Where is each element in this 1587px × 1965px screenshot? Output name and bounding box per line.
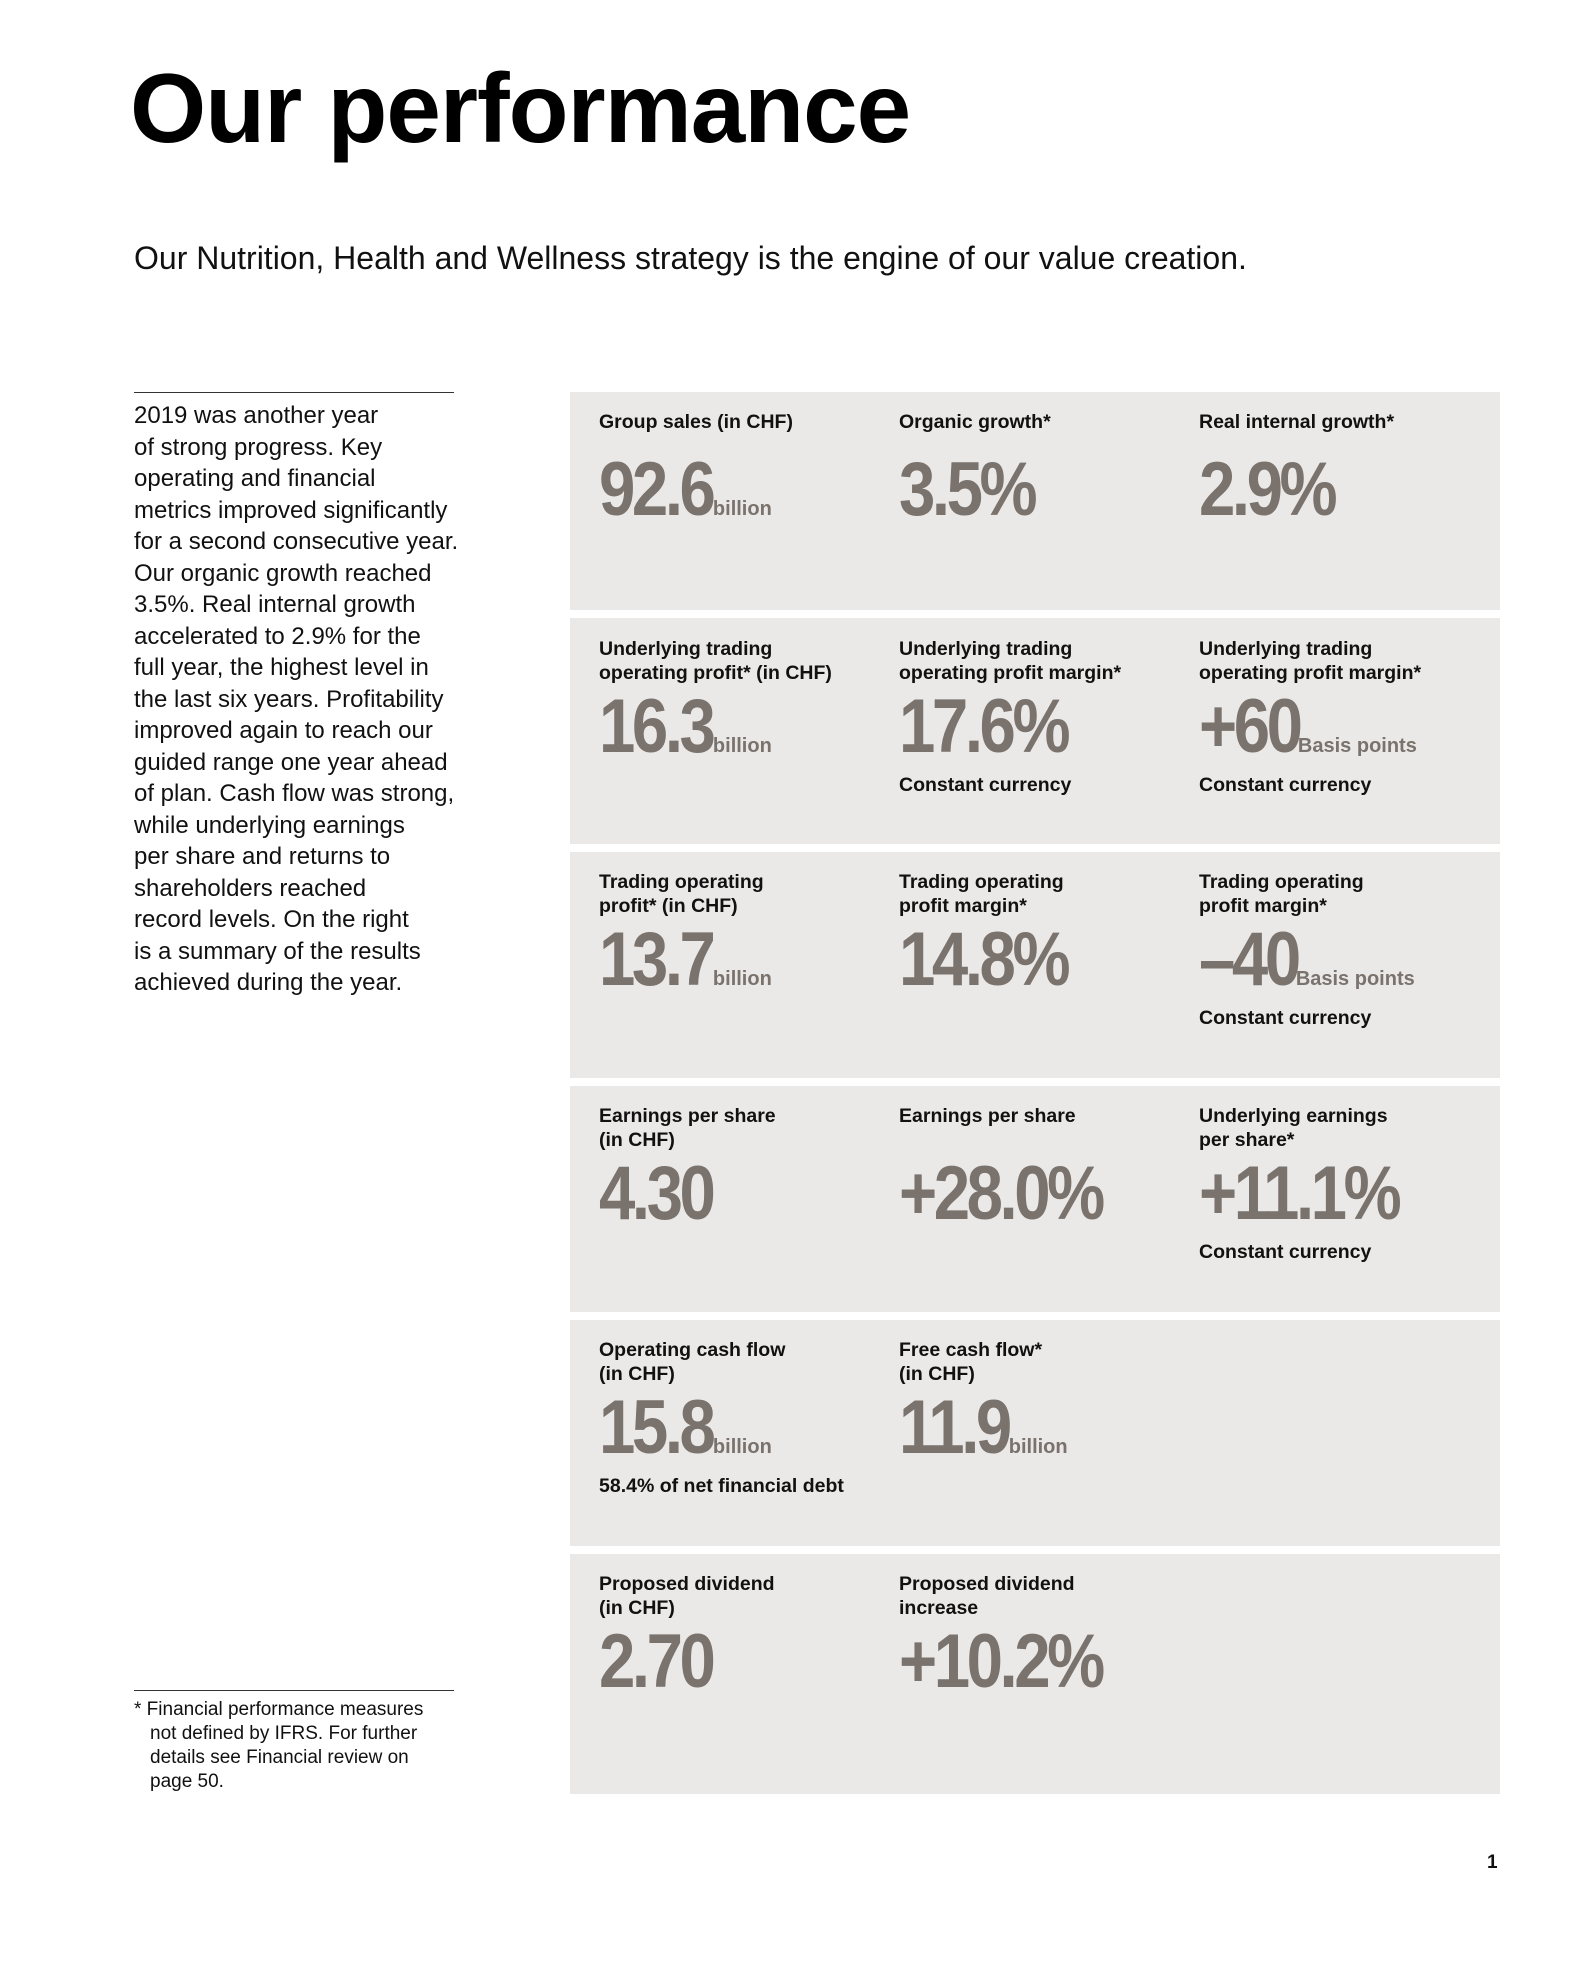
metric-note: Constant currency: [899, 774, 1072, 796]
metric-group-sales: Group sales (in CHF) 92.6 billion: [599, 411, 793, 532]
metric-note: Constant currency: [1199, 774, 1372, 796]
footnote: * Financial performance measures not def…: [134, 1699, 424, 1792]
page-number: 1: [1487, 1852, 1498, 1873]
page-subtitle: Our Nutrition, Health and Wellness strat…: [134, 240, 1247, 276]
metric-eps-growth: Earnings per share +28.0%: [899, 1105, 1105, 1236]
metric-unit: billion: [712, 498, 772, 520]
metric-value: –40: [1199, 917, 1301, 1002]
metric-free-cash-flow: Free cash flow* (in CHF) 11.9 billion: [899, 1339, 1068, 1470]
metric-eps: Earnings per share (in CHF) 4.30: [599, 1105, 776, 1236]
intro-text: 2019 was another year of strong progress…: [134, 402, 459, 996]
metric-value: +28.0%: [899, 1151, 1105, 1236]
metric-proposed-dividend: Proposed dividend (in CHF) 2.70: [599, 1573, 775, 1704]
intro-divider: [134, 392, 454, 393]
metric-unit: Basis points: [1295, 968, 1415, 990]
metric-note: Constant currency: [1199, 1007, 1372, 1029]
metric-real-internal-growth: Real internal growth* 2.9%: [1199, 411, 1395, 532]
metric-value: 11.9: [899, 1385, 1012, 1470]
metric-unit: billion: [712, 1436, 772, 1458]
metrics-panel-cash-flow: Operating cash flow (in CHF) 15.8 billion…: [570, 1320, 1500, 1546]
metric-trading-top-margin-change: Trading operating profit margin* –40 Basi…: [1199, 870, 1489, 1030]
metric-value: +60: [1199, 684, 1303, 769]
metric-value: 2.9%: [1199, 447, 1338, 532]
metric-value: +11.1%: [1199, 1151, 1402, 1236]
metric-value: 92.6: [599, 447, 716, 532]
metric-note: Constant currency: [1199, 1241, 1372, 1263]
metric-value: 13.7: [599, 917, 716, 1002]
metric-note: 58.4% of net financial debt: [599, 1475, 844, 1497]
metric-value: 17.6%: [899, 684, 1071, 769]
metric-unit: billion: [1008, 1436, 1068, 1458]
metric-value: 3.5%: [899, 447, 1038, 532]
metric-underlying-eps: Underlying earnings per share* +11.1% Co…: [1199, 1104, 1489, 1264]
metric-dividend-increase: Proposed dividend increase +10.2%: [899, 1573, 1105, 1704]
metric-trading-top-margin: Trading operating profit margin* 14.8%: [899, 871, 1071, 1002]
metric-trading-top: Trading operating profit* (in CHF) 13.7 b…: [599, 871, 772, 1002]
metric-underlying-top-margin-change: Underlying trading operating profit marg…: [1199, 637, 1489, 797]
metrics-panel-eps: Earnings per share (in CHF) 4.30 Earning…: [570, 1086, 1500, 1312]
metric-organic-growth: Organic growth* 3.5%: [899, 411, 1051, 532]
metric-unit: billion: [712, 968, 772, 990]
metrics-panel-dividend: Proposed dividend (in CHF) 2.70 Proposed…: [570, 1554, 1500, 1794]
page-title: Our performance: [130, 53, 911, 163]
metric-value: +10.2%: [899, 1619, 1105, 1704]
metric-value: 4.30: [599, 1151, 716, 1236]
metric-operating-cash-flow: Operating cash flow (in CHF) 15.8 billion…: [599, 1338, 889, 1498]
metric-unit: billion: [712, 735, 772, 757]
metric-value: 16.3: [599, 684, 716, 769]
metric-value: 14.8%: [899, 917, 1071, 1002]
metric-underlying-top: Underlying trading operating profit* (in…: [599, 638, 832, 769]
metrics-panel-trading-top: Trading operating profit* (in CHF) 13.7 b…: [570, 852, 1500, 1078]
metric-unit: Basis points: [1297, 735, 1417, 757]
metric-value: 2.70: [599, 1619, 716, 1704]
metric-underlying-top-margin: Underlying trading operating profit marg…: [899, 637, 1189, 797]
metrics-panel-sales: Group sales (in CHF) 92.6 billion Organic…: [570, 392, 1500, 610]
metrics-panel-underlying-top: Underlying trading operating profit* (in…: [570, 618, 1500, 844]
footnote-divider: [134, 1690, 454, 1691]
metric-value: 15.8: [599, 1385, 716, 1470]
